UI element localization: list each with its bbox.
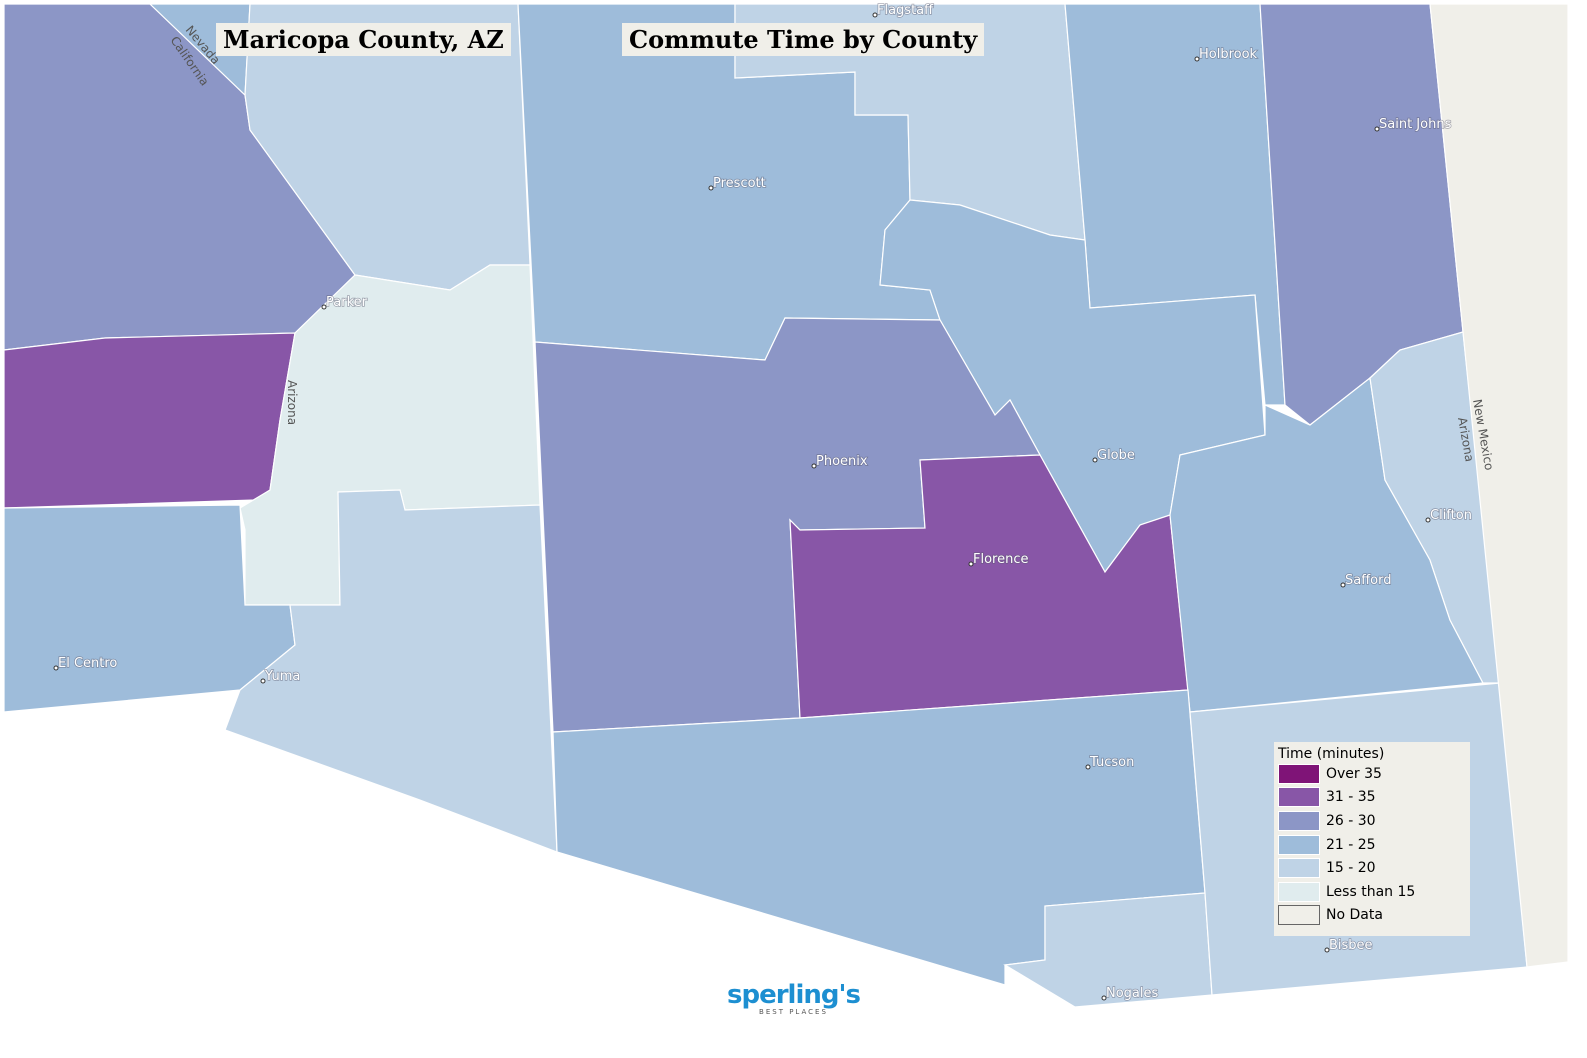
- legend-item: 21 - 25: [1278, 833, 1466, 857]
- city-marker: [1085, 764, 1091, 770]
- legend-item: 31 - 35: [1278, 786, 1466, 810]
- legend-item: 15 - 20: [1278, 856, 1466, 880]
- city-marker: [1324, 947, 1330, 953]
- legend-swatch: [1278, 810, 1320, 831]
- city-marker: [708, 185, 714, 191]
- city-marker: [53, 665, 59, 671]
- city-label: Prescott: [713, 176, 766, 191]
- legend-title: Time (minutes): [1278, 746, 1385, 762]
- legend-swatch: [1278, 763, 1320, 784]
- city-marker: [968, 561, 974, 567]
- city-label: Florence: [973, 552, 1029, 567]
- county-title: Maricopa County, AZ: [216, 23, 511, 56]
- legend-item: Over 35: [1278, 762, 1466, 786]
- city-label: Nogales: [1106, 986, 1159, 1001]
- county-region[interactable]: [1429, 3, 1569, 968]
- county-region[interactable]: [224, 489, 558, 853]
- city-label: Safford: [1345, 573, 1392, 588]
- city-marker: [1092, 457, 1098, 463]
- legend-label: Over 35: [1326, 765, 1382, 782]
- legend-swatch: [1278, 858, 1320, 879]
- city-marker: [260, 678, 266, 684]
- city-marker: [1194, 56, 1200, 62]
- legend-label: 26 - 30: [1326, 812, 1376, 829]
- state-label: Arizona: [285, 380, 299, 425]
- city-marker: [1425, 517, 1431, 523]
- city-marker: [872, 12, 878, 18]
- legend-label: 15 - 20: [1326, 860, 1376, 877]
- legend-swatch: [1278, 787, 1320, 808]
- city-label: Saint Johns: [1379, 117, 1452, 132]
- city-label: Clifton: [1430, 508, 1472, 523]
- city-label: Tucson: [1089, 755, 1134, 770]
- city-label: Flagstaff: [877, 3, 934, 18]
- city-label: Holbrook: [1199, 47, 1258, 62]
- legend-label: 21 - 25: [1326, 836, 1376, 853]
- legend-item: Less than 15: [1278, 880, 1466, 904]
- city-label: Bisbee: [1329, 938, 1373, 953]
- legend-label: 31 - 35: [1326, 789, 1376, 806]
- city-marker: [1101, 995, 1107, 1001]
- logo-wordmark: sperling's: [727, 980, 861, 1010]
- legend-item: No Data: [1278, 904, 1466, 928]
- legend-item: 26 - 30: [1278, 809, 1466, 833]
- city-label: Parker: [326, 295, 368, 310]
- legend: Time (minutes) Over 35 31 - 35 26 - 30 21 -…: [1274, 742, 1470, 936]
- logo-subtitle: BEST PLACES: [759, 1008, 828, 1016]
- county-region[interactable]: [1369, 331, 1501, 684]
- city-marker: [811, 463, 817, 469]
- legend-swatch: [1278, 881, 1320, 902]
- city-marker: [1374, 126, 1380, 132]
- city-marker: [321, 304, 327, 310]
- city-label: Globe: [1097, 448, 1135, 463]
- map-title: Commute Time by County: [622, 23, 985, 56]
- city-label: El Centro: [58, 656, 117, 671]
- sperlings-logo[interactable]: sperling's BEST PLACES: [727, 980, 861, 1016]
- city-marker: [1340, 582, 1346, 588]
- legend-swatch: [1278, 905, 1320, 926]
- legend-label: No Data: [1326, 907, 1383, 924]
- city-label: Phoenix: [816, 454, 868, 469]
- legend-swatch: [1278, 834, 1320, 855]
- legend-label: Less than 15: [1326, 883, 1416, 900]
- city-label: Yuma: [264, 669, 300, 684]
- county-region[interactable]: [3, 332, 296, 509]
